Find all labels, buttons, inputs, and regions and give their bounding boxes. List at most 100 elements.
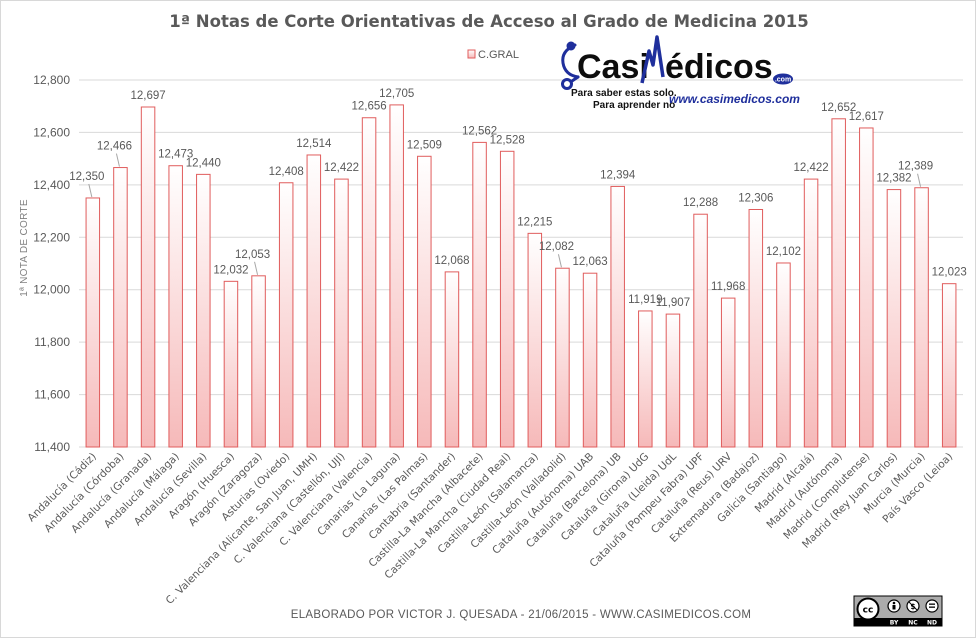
bar [389,104,404,448]
stethoscope-icon [561,41,580,90]
bar [417,155,432,448]
leader-line [254,261,259,275]
bar [140,106,156,448]
x-tick-labels: Andalucía (Cádiz)Andalucía (Córdoba)Anda… [25,450,955,607]
bar [334,178,349,448]
footer-credit: ELABORADO POR VICTOR J. QUESADA - 21/06/… [291,609,752,621]
data-label: 12,422 [324,162,359,174]
y-tick-label: 12,200 [33,230,70,244]
data-label: 12,102 [766,246,801,258]
logo-url: www.casimedicos.com [669,92,800,106]
bar [85,197,101,448]
data-label: 11,919 [628,294,662,306]
y-tick-labels: 11,400 11,600 11,800 12,000 12,200 12,400 12,6… [33,73,70,454]
bar [859,127,874,448]
data-label: 12,023 [932,267,967,279]
bar [527,232,543,448]
bar [665,313,681,448]
data-label: 12,656 [351,101,386,113]
logo-com-text: .com [775,77,791,84]
y-tick-label: 11,400 [34,440,70,454]
bar [555,267,570,448]
data-label: 12,063 [572,256,607,268]
data-label: 12,514 [296,138,332,150]
bar [941,283,957,448]
data-label: 12,473 [158,149,193,161]
data-label: 12,408 [269,166,304,178]
bar [886,189,902,448]
logo-text-medicos: édicos [665,48,773,86]
license-by: BY [890,620,899,627]
y-tick-label: 11,600 [34,388,70,402]
data-label: 11,968 [711,281,745,293]
bar [223,280,239,448]
bar [444,271,460,448]
data-label: 12,509 [407,139,442,151]
leader-line [557,254,562,268]
data-label: 11,907 [656,297,690,309]
bar [748,208,764,448]
y-tick-label: 12,400 [33,178,70,192]
y-tick-label: 12,800 [33,73,70,87]
data-label: 12,382 [876,173,911,185]
data-label: 12,422 [793,162,828,174]
bar [278,182,294,448]
cc-icon-label: cc [863,606,874,616]
bar [168,165,183,448]
data-label: 12,032 [213,264,248,276]
data-label: 12,068 [434,255,469,267]
bar [361,117,377,448]
cc-icon [856,597,880,621]
data-label: 12,082 [539,241,574,253]
bar [638,310,653,448]
bar [693,213,708,448]
data-label: 12,617 [849,111,884,123]
bar [196,173,211,448]
logo-slogan-1: Para saber estas solo. [571,88,677,99]
y-tick-label: 11,800 [34,335,70,349]
bar [803,178,819,448]
data-label: 12,697 [130,90,165,102]
heartbeat-m-icon [640,35,665,84]
bar [472,141,487,448]
leader-line [917,173,922,187]
data-label: 12,350 [69,171,104,183]
logo-slogan-2: Para aprender no [593,100,675,111]
data-label: 12,528 [490,134,525,146]
data-label: 12,389 [898,161,933,173]
bar [831,118,846,448]
legend-swatch [467,49,476,59]
y-tick-label: 12,000 [33,283,70,297]
data-label: 12,440 [186,157,221,169]
legend-label: C.GRAL [478,49,519,61]
bar [306,154,322,448]
data-label: 12,652 [821,102,856,114]
data-label: 12,466 [97,141,132,153]
license-nc: NC [908,620,918,627]
y-axis-label: 1ª NOTA DE CORTE [19,199,30,297]
bar [776,262,791,448]
noderivatives-icon [925,599,939,613]
casimedicos-logo: Casi édicos .com Para saber estas solo. … [561,35,800,111]
data-label: 12,705 [379,88,414,100]
bar [251,275,266,448]
leader-line [88,183,93,198]
bar [499,150,515,448]
leader-line [115,153,120,167]
bar [720,297,736,448]
legend: C.GRAL [467,49,519,61]
data-label: 12,394 [600,169,636,181]
data-label: 12,306 [738,192,773,204]
logo-text-casi: Casi [577,48,649,86]
y-tick-label: 12,600 [33,125,70,139]
data-label: 12,288 [683,197,718,209]
logo-com-badge [773,73,793,85]
data-label: 12,562 [462,125,497,137]
license-nd: ND [927,620,937,627]
bar [610,185,625,448]
bars [85,104,957,448]
data-label: 12,053 [235,249,270,261]
